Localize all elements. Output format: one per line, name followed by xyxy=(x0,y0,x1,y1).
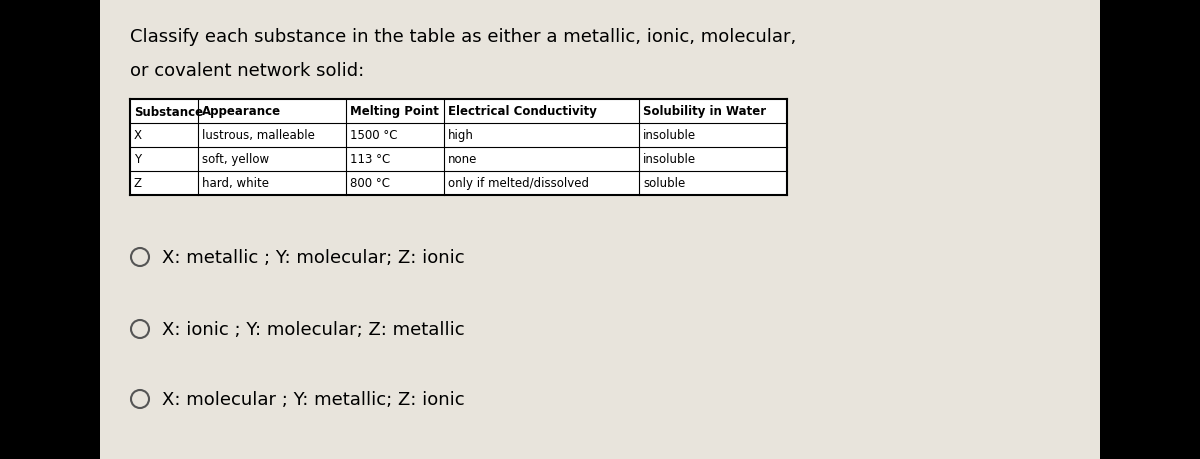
Text: Z: Z xyxy=(134,177,142,190)
Bar xyxy=(130,100,787,196)
Text: X: metallic ; Y: molecular; Z: ionic: X: metallic ; Y: molecular; Z: ionic xyxy=(162,248,464,266)
Text: X: X xyxy=(134,129,142,142)
Text: Melting Point: Melting Point xyxy=(350,105,439,118)
Text: soluble: soluble xyxy=(643,177,685,190)
Text: insoluble: insoluble xyxy=(643,153,696,166)
Text: soft, yellow: soft, yellow xyxy=(202,153,269,166)
Text: only if melted/dissolved: only if melted/dissolved xyxy=(448,177,589,190)
Text: none: none xyxy=(448,153,478,166)
Text: insoluble: insoluble xyxy=(643,129,696,142)
Text: Appearance: Appearance xyxy=(202,105,281,118)
Text: 1500 °C: 1500 °C xyxy=(350,129,397,142)
Bar xyxy=(100,0,1100,459)
Text: 113 °C: 113 °C xyxy=(350,153,390,166)
Text: Classify each substance in the table as either a metallic, ionic, molecular,: Classify each substance in the table as … xyxy=(130,28,797,46)
Text: or covalent network solid:: or covalent network solid: xyxy=(130,62,365,80)
Text: X: ionic ; Y: molecular; Z: metallic: X: ionic ; Y: molecular; Z: metallic xyxy=(162,320,464,338)
Text: X: molecular ; Y: metallic; Z: ionic: X: molecular ; Y: metallic; Z: ionic xyxy=(162,390,464,408)
Text: Y: Y xyxy=(134,153,142,166)
Text: hard, white: hard, white xyxy=(202,177,269,190)
Text: 800 °C: 800 °C xyxy=(350,177,390,190)
Text: Substance: Substance xyxy=(134,105,203,118)
Text: high: high xyxy=(448,129,474,142)
Text: lustrous, malleable: lustrous, malleable xyxy=(202,129,314,142)
Text: Solubility in Water: Solubility in Water xyxy=(643,105,766,118)
Text: Electrical Conductivity: Electrical Conductivity xyxy=(448,105,596,118)
